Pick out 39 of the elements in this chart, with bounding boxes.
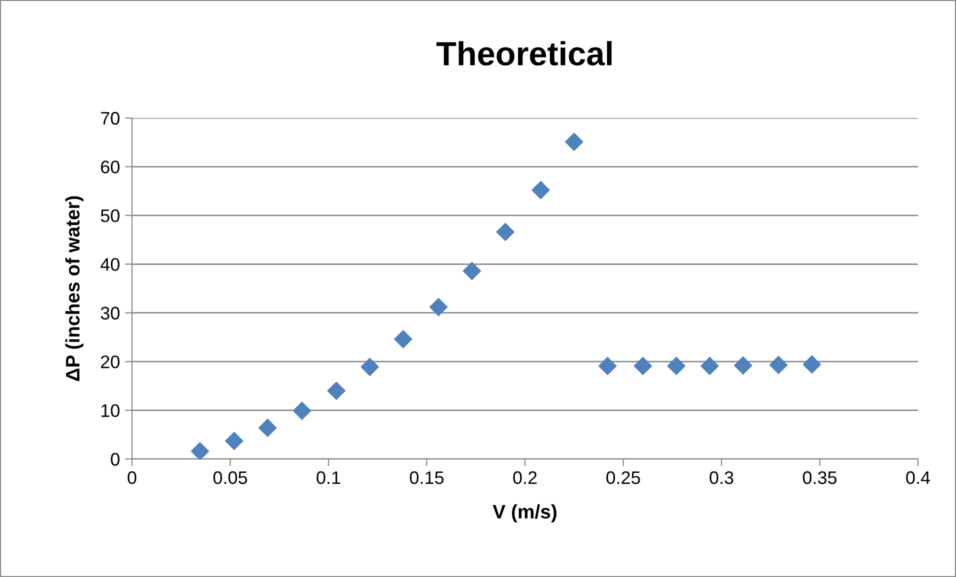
point [327, 381, 346, 400]
x-tick-label: 0 [128, 471, 136, 484]
point [531, 180, 550, 200]
point [360, 358, 380, 376]
x-tick-label: 0.1 [316, 471, 340, 484]
y-tick-label: 40 [100, 258, 120, 271]
y-tick-label: 0 [110, 452, 120, 466]
y-axis-title: ΔP (inches of water) [65, 196, 84, 381]
point [634, 356, 652, 376]
y-tick-label: 30 [100, 306, 120, 320]
y-tick-label: 70 [101, 112, 120, 125]
x-axis-title: V (m/s) [492, 504, 556, 522]
y-tick-label: 10 [101, 404, 120, 418]
x-tick-label: 0.15 [410, 471, 444, 484]
point [190, 442, 210, 459]
x-tick-label: 0.3 [710, 471, 734, 484]
point [802, 355, 822, 374]
x-tick-label: 0.25 [606, 471, 640, 484]
y-tick-label: 60 [101, 160, 120, 174]
x-tick-label: 0.4 [906, 471, 930, 484]
point [734, 356, 752, 375]
y-tick-label: 50 [100, 209, 120, 222]
point [224, 432, 244, 450]
x-tick-label: 0.2 [513, 471, 537, 484]
point [496, 222, 515, 242]
point [429, 298, 448, 316]
point [258, 418, 277, 438]
chart-title: Theoretical [436, 41, 612, 66]
point [292, 401, 312, 420]
point [769, 356, 788, 374]
y-tick-label: 20 [101, 356, 120, 368]
point [598, 356, 617, 376]
point [394, 330, 412, 348]
point [462, 262, 482, 280]
point [666, 356, 686, 376]
point [700, 356, 720, 376]
x-tick-label: 0.05 [213, 471, 248, 484]
point [564, 132, 584, 152]
x-tick-label: 0.35 [802, 471, 837, 484]
